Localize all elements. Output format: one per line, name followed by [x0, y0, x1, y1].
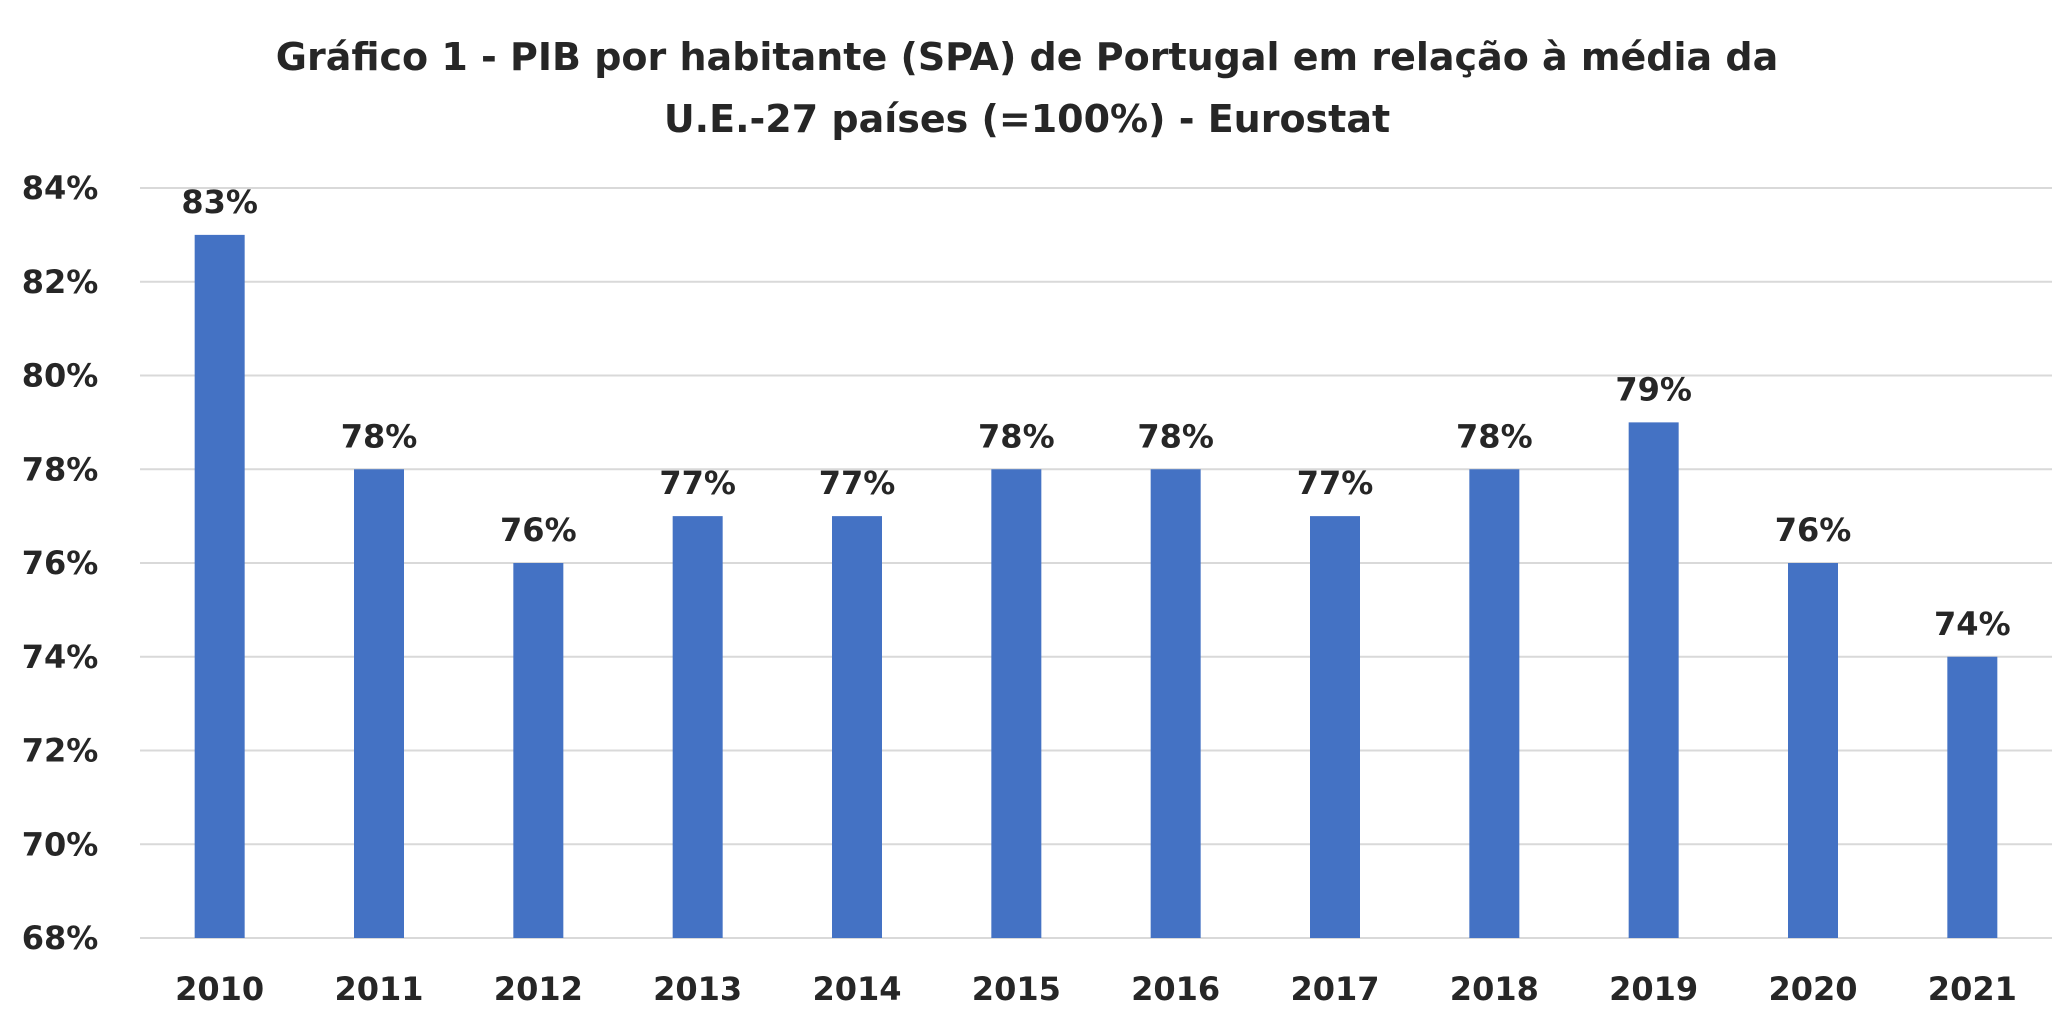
y-tick-label-68: 68%: [22, 919, 99, 957]
x-tick-label-2015: 2015: [972, 970, 1061, 1008]
x-tick-label-2010: 2010: [175, 970, 264, 1008]
x-tick-label-2014: 2014: [812, 970, 901, 1008]
bars: [194, 234, 1998, 938]
chart-title-line-1: Gráfico 1 - PIB por habitante (SPA) de P…: [275, 35, 1779, 79]
x-tick-label-2020: 2020: [1768, 970, 1857, 1008]
bar-2014: [832, 516, 882, 938]
bar-2016: [1150, 469, 1201, 938]
bar-2010: [194, 234, 245, 938]
x-tick-label-2013: 2013: [653, 970, 742, 1008]
y-axis-tick-labels: 68% 70% 72% 74% 76% 78% 80% 82% 84%: [22, 169, 99, 957]
bar-2018: [1469, 469, 1520, 938]
bar-2013: [672, 516, 723, 938]
data-label-2013: 77%: [659, 464, 736, 502]
bar-2011: [354, 469, 404, 938]
data-label-2018: 78%: [1456, 417, 1533, 455]
bar-2021: [1947, 656, 1998, 938]
x-tick-label-2018: 2018: [1450, 970, 1539, 1008]
y-tick-label-74: 74%: [22, 638, 99, 676]
data-label-2021: 74%: [1934, 605, 2011, 643]
x-axis-tick-labels: 2010 2011 2012 2013 2014 2015 2016 2017 2018 2019…: [175, 970, 2017, 1008]
data-labels: 83% 78% 76% 77% 77% 78% 78% 77% 78% 79% 76% 74%: [181, 183, 2010, 643]
data-label-2014: 77%: [819, 464, 896, 502]
y-tick-label-84: 84%: [22, 169, 99, 207]
data-label-2017: 77%: [1297, 464, 1374, 502]
y-tick-label-72: 72%: [22, 732, 99, 770]
data-label-2020: 76%: [1775, 511, 1852, 549]
x-tick-label-2017: 2017: [1290, 970, 1379, 1008]
bar-2015: [991, 469, 1042, 938]
bar-2019: [1628, 422, 1679, 938]
x-tick-label-2011: 2011: [334, 970, 423, 1008]
data-label-2016: 78%: [1137, 417, 1214, 455]
data-label-2010: 83%: [181, 183, 258, 221]
data-label-2011: 78%: [341, 417, 418, 455]
data-label-2019: 79%: [1615, 370, 1692, 408]
y-tick-label-78: 78%: [22, 450, 99, 488]
data-label-2015: 78%: [978, 417, 1055, 455]
chart-title-line-2: U.E.-27 países (=100%) - Eurostat: [663, 97, 1391, 141]
x-tick-label-2019: 2019: [1609, 970, 1698, 1008]
chart-title: Gráfico 1 - PIB por habitante (SPA) de P…: [0, 26, 2054, 150]
bar-2012: [513, 563, 564, 938]
x-tick-label-2016: 2016: [1131, 970, 1220, 1008]
x-tick-label-2021: 2021: [1928, 970, 2017, 1008]
y-tick-label-82: 82%: [22, 263, 99, 301]
bar-2017: [1310, 516, 1360, 938]
gridlines: [140, 187, 2052, 939]
y-tick-label-70: 70%: [22, 825, 99, 863]
bar-2020: [1788, 563, 1838, 938]
y-tick-label-80: 80%: [22, 357, 99, 395]
y-tick-label-76: 76%: [22, 544, 99, 582]
x-tick-label-2012: 2012: [494, 970, 583, 1008]
data-label-2012: 76%: [500, 511, 577, 549]
